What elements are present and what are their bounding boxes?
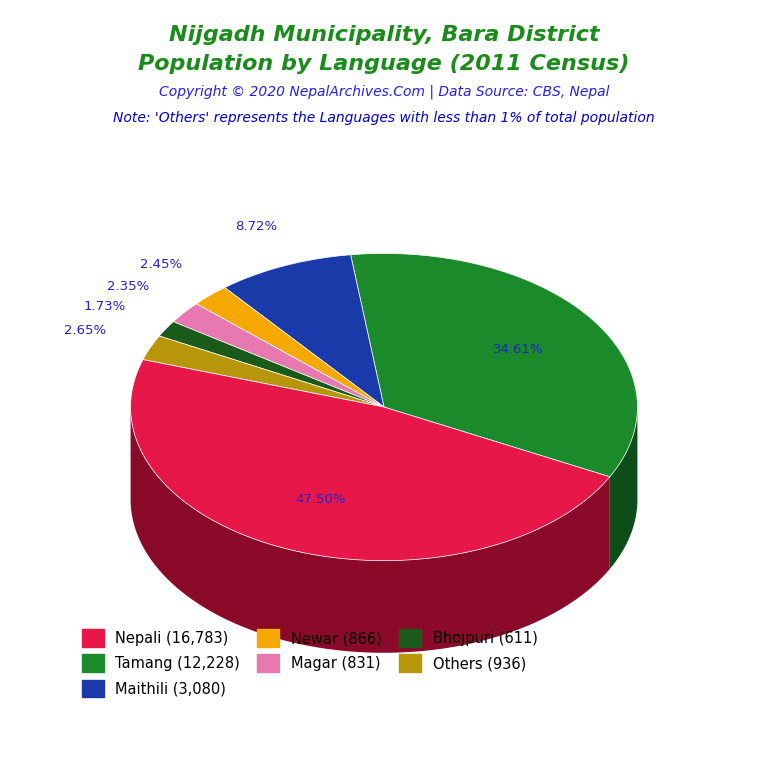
- Polygon shape: [174, 304, 384, 407]
- Polygon shape: [159, 322, 384, 407]
- Text: Nijgadh Municipality, Bara District: Nijgadh Municipality, Bara District: [169, 25, 599, 45]
- Text: Note: 'Others' represents the Languages with less than 1% of total population: Note: 'Others' represents the Languages …: [113, 111, 655, 125]
- Text: 1.73%: 1.73%: [84, 300, 126, 313]
- Polygon shape: [131, 409, 610, 653]
- Polygon shape: [610, 409, 637, 569]
- Polygon shape: [197, 287, 384, 407]
- Polygon shape: [225, 255, 384, 407]
- Text: 2.45%: 2.45%: [141, 257, 182, 270]
- Polygon shape: [351, 253, 637, 477]
- Text: 8.72%: 8.72%: [235, 220, 277, 233]
- Text: Copyright © 2020 NepalArchives.Com | Data Source: CBS, Nepal: Copyright © 2020 NepalArchives.Com | Dat…: [159, 84, 609, 99]
- Polygon shape: [143, 336, 384, 407]
- Text: Population by Language (2011 Census): Population by Language (2011 Census): [138, 54, 630, 74]
- Text: 2.65%: 2.65%: [64, 324, 106, 337]
- Text: 2.35%: 2.35%: [108, 280, 150, 293]
- Text: 47.50%: 47.50%: [296, 493, 346, 506]
- Legend: Nepali (16,783), Tamang (12,228), Maithili (3,080), Newar (866), Magar (831), Bh: Nepali (16,783), Tamang (12,228), Maithi…: [81, 629, 538, 697]
- Text: 34.61%: 34.61%: [493, 343, 544, 356]
- Polygon shape: [131, 359, 610, 561]
